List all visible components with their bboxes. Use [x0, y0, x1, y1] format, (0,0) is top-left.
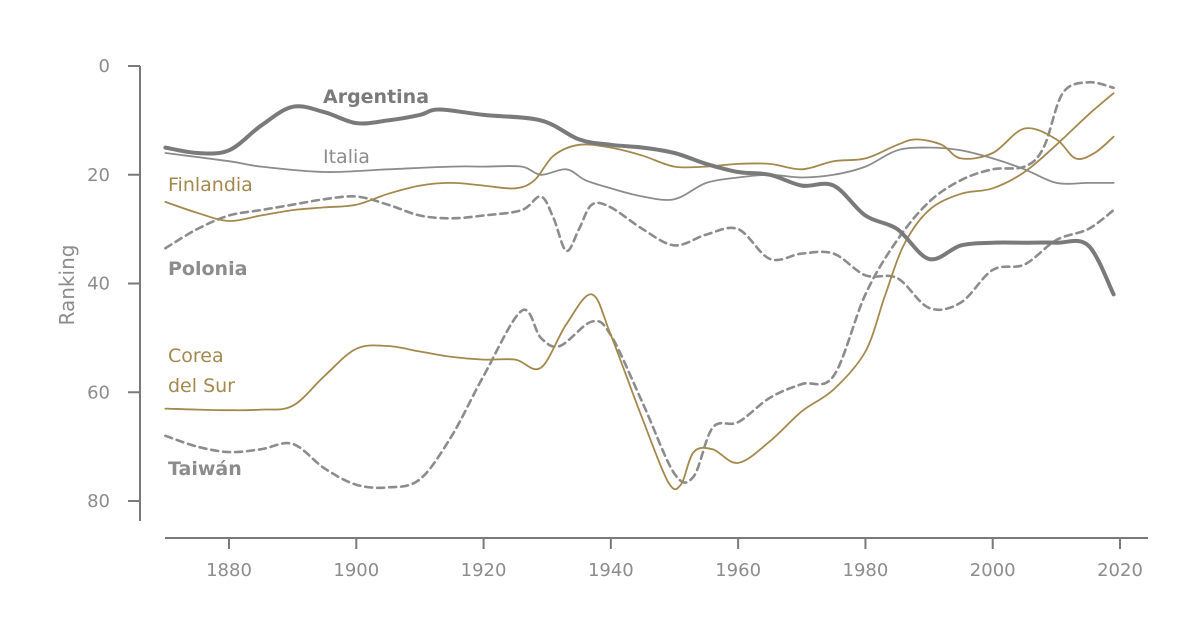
series-label-taiwan: Taiwán	[168, 458, 242, 480]
series-line-corea-del-sur	[164, 92, 1115, 491]
series-label-finlandia: Finlandia	[168, 174, 253, 196]
series-line-polonia	[164, 195, 1115, 312]
x-tick-label: 2020	[1097, 560, 1143, 581]
x-tick-label: 1900	[333, 560, 379, 581]
y-axis-ticks: 0 20 40 60 80	[87, 56, 140, 512]
series-line-argentina	[163, 104, 1116, 297]
x-axis-ticks: 1880 1900 1920 1940 1960 1980 2000 2020	[206, 538, 1143, 581]
series-label-corea-del-sur: Corea	[168, 345, 224, 367]
x-tick-label: 1940	[588, 560, 634, 581]
x-tick-label: 1920	[461, 560, 507, 581]
x-tick-label: 2000	[970, 560, 1016, 581]
y-tick-label: 20	[87, 165, 110, 186]
y-axis: 0 20 40 60 80 Ranking	[55, 56, 141, 521]
y-axis-title: Ranking	[55, 245, 79, 326]
x-tick-label: 1880	[206, 560, 252, 581]
y-tick-label: 40	[87, 274, 110, 295]
series-line-finlandia	[164, 127, 1115, 222]
series-label-argentina: Argentina	[323, 86, 429, 108]
y-tick-label: 0	[99, 56, 110, 77]
series-labels: Argentina Italia Finlandia Polonia Corea del …	[168, 86, 429, 480]
series-label-corea-del-sur: del Sur	[168, 375, 235, 397]
y-tick-label: 60	[87, 382, 110, 403]
series-lines	[163, 80, 1116, 491]
x-tick-label: 1960	[715, 560, 761, 581]
y-tick-label: 80	[87, 491, 110, 512]
series-line-italia	[164, 146, 1115, 201]
series-label-italia: Italia	[323, 146, 370, 168]
x-tick-label: 1980	[843, 560, 889, 581]
x-axis: 1880 1900 1920 1940 1960 1980 2000 2020	[165, 537, 1148, 581]
series-line-taiwan	[164, 80, 1115, 490]
series-label-polonia: Polonia	[168, 258, 247, 280]
